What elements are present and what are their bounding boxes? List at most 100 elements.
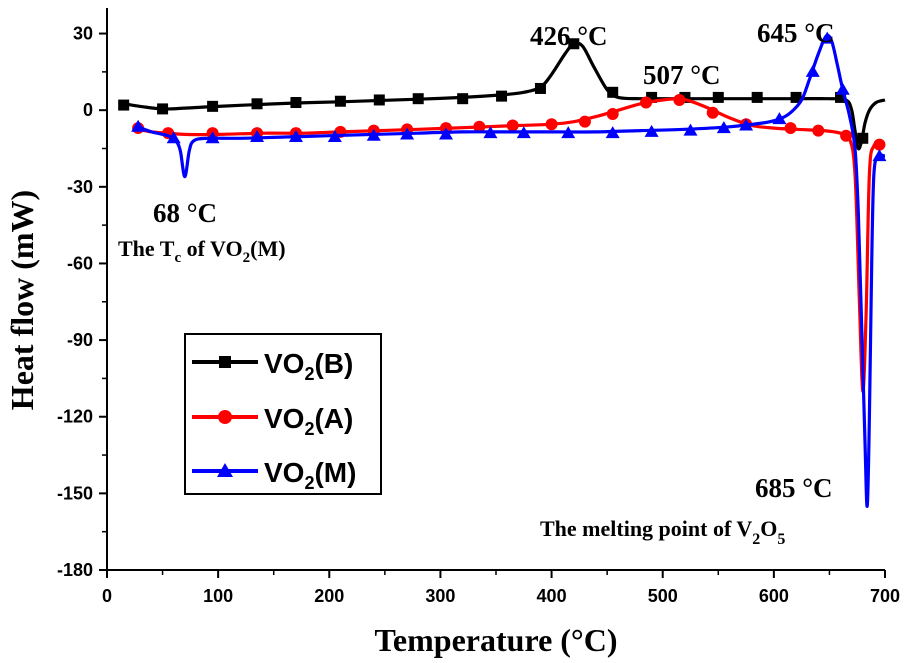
series-vo2b: [118, 38, 886, 151]
data-point: [157, 103, 169, 115]
legend-label-vo2-b-main: VO: [264, 348, 304, 379]
data-point: [366, 128, 381, 141]
data-point: [835, 91, 847, 103]
annotation-tc-sub1: c: [174, 250, 181, 266]
data-point: [751, 91, 763, 103]
axes-group: 0 100 200 300 400 500 600 700-180-150-120-90-60…: [57, 8, 900, 606]
x-tick-label: 500: [648, 586, 678, 606]
data-point: [457, 93, 469, 105]
data-point: [334, 95, 346, 107]
data-point: [561, 126, 576, 139]
x-tick-label: 300: [425, 586, 455, 606]
data-point: [873, 138, 886, 151]
legend-label-vo2-m-main: VO: [264, 457, 304, 488]
data-point: [679, 91, 691, 103]
legend: VO2(B) VO2(A) VO2(M): [184, 333, 382, 495]
legend-label-vo2-m-rest: (M): [314, 457, 356, 488]
series-vo2m: [131, 31, 887, 508]
data-point: [805, 64, 820, 77]
data-point: [606, 108, 619, 121]
legend-label-vo2-m-sub: 2: [304, 473, 314, 493]
data-point: [872, 149, 887, 162]
data-point: [644, 124, 659, 137]
legend-items: VO2(B) VO2(A) VO2(M): [192, 348, 356, 493]
data-point: [400, 127, 415, 140]
data-point: [473, 120, 486, 133]
data-point: [290, 97, 302, 109]
data-point: [534, 82, 546, 94]
data-point: [327, 130, 342, 143]
data-point: [683, 123, 698, 136]
data-point: [166, 131, 181, 144]
annotation-melt-mid: O: [760, 516, 777, 541]
data-point: [251, 98, 263, 110]
annotation-tc-suffix: (M): [250, 236, 285, 261]
data-point: [605, 126, 620, 139]
data-point: [438, 127, 453, 140]
data-point: [607, 86, 619, 98]
data-point: [516, 126, 531, 139]
series-line: [137, 33, 886, 508]
legend-marker-vo2-a: [218, 410, 232, 424]
data-point: [812, 124, 825, 137]
data-point: [373, 94, 385, 106]
annotation-melt-prefix: The melting point of V: [540, 516, 752, 541]
legend-label-vo2-a-sub: 2: [304, 419, 314, 439]
annotation-melt-sub1: 2: [752, 531, 760, 548]
legend-label-vo2-a-rest: (A): [314, 403, 353, 434]
data-point: [578, 115, 591, 128]
y-tick-label: -60: [67, 253, 93, 273]
series-group: [118, 31, 887, 508]
legend-label-vo2-b-rest: (B): [314, 348, 353, 379]
x-axis-title: Temperature (°C): [375, 622, 618, 658]
data-point: [857, 132, 869, 144]
data-point: [739, 118, 754, 131]
x-tick-label: 200: [314, 586, 344, 606]
annotation-685: 685 °C: [755, 473, 833, 503]
x-tick-label: 400: [537, 586, 567, 606]
legend-label-vo2-b: VO2(B): [264, 348, 353, 384]
annotation-507: 507 °C: [643, 60, 721, 90]
y-tick-label: -180: [57, 560, 93, 580]
y-tick-label: 30: [73, 24, 93, 44]
legend-label-vo2-b-sub: 2: [304, 364, 314, 384]
data-point: [835, 82, 850, 95]
data-point: [820, 31, 835, 44]
data-point: [568, 38, 580, 50]
y-tick-label: -90: [67, 330, 93, 350]
data-point: [646, 91, 658, 103]
annotation-68: 68 °C: [153, 198, 217, 228]
annotation-426: 426 °C: [530, 21, 608, 51]
data-point: [673, 93, 686, 106]
annotation-tc: The Tc of VO2(M): [118, 236, 286, 266]
annotation-645: 645 °C: [757, 18, 835, 48]
annotation-melt: The melting point of V2O5: [540, 516, 785, 548]
data-point: [288, 130, 303, 143]
annotation-tc-sub2: 2: [243, 250, 251, 266]
data-point: [205, 131, 220, 144]
legend-label-vo2-a: VO2(A): [264, 403, 353, 439]
y-tick-label: -120: [57, 407, 93, 427]
y-tick-label: -30: [67, 177, 93, 197]
legend-label-vo2-m: VO2(M): [264, 457, 356, 493]
legend-marker-vo2-m: [217, 463, 233, 477]
legend-marker-vo2-b: [219, 356, 231, 368]
data-point: [207, 100, 219, 112]
data-point: [250, 130, 265, 143]
data-point: [496, 90, 508, 102]
annotation-melt-sub2: 5: [777, 531, 785, 548]
data-point: [706, 106, 719, 119]
data-point: [790, 91, 802, 103]
x-tick-label: 100: [203, 586, 233, 606]
legend-item-vo2-b: VO2(B): [192, 348, 353, 384]
annotation-tc-prefix: The T: [118, 236, 175, 261]
data-point: [840, 129, 853, 142]
x-tick-label: 600: [759, 586, 789, 606]
data-point: [118, 99, 130, 111]
y-axis-title: Heat flow (mW): [4, 190, 40, 410]
annotation-tc-mid: of VO: [181, 236, 243, 261]
data-point: [412, 93, 424, 105]
data-point: [131, 119, 146, 132]
x-tick-label: 0: [102, 586, 112, 606]
